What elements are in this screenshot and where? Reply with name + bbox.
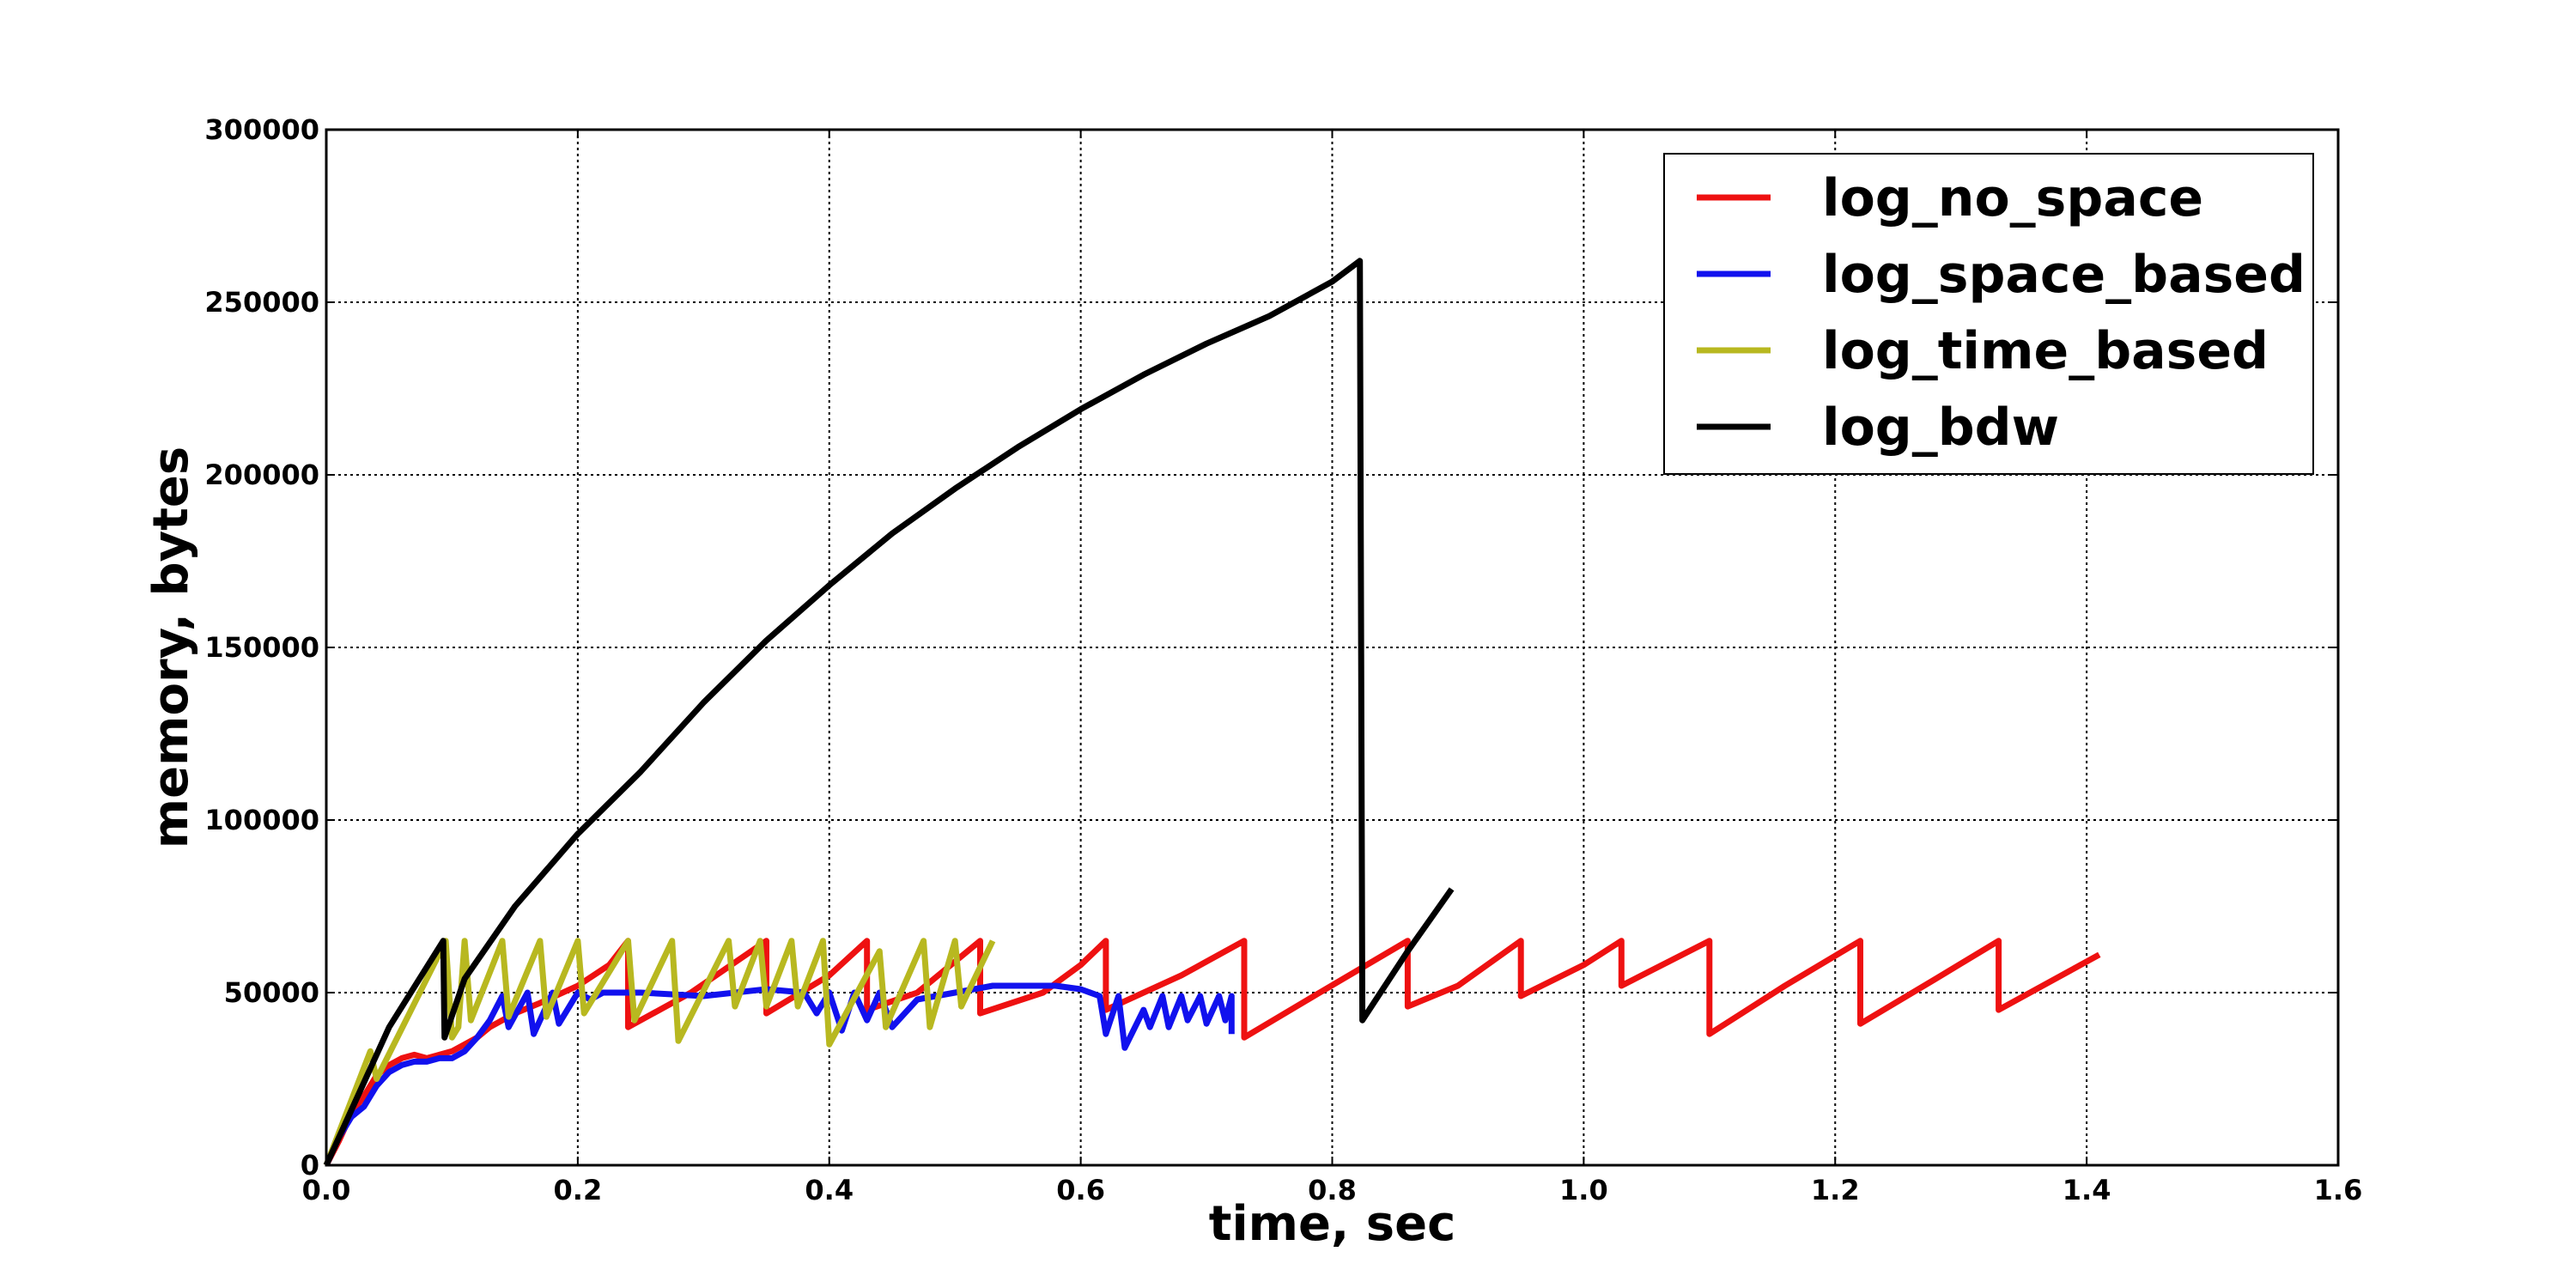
x-axis-title: time, sec: [1209, 1196, 1456, 1252]
x-tick-label: 0.8: [1308, 1174, 1357, 1206]
y-axis-title: memory, bytes: [143, 447, 199, 848]
y-tick-label: 200000: [204, 459, 319, 491]
x-tick-label: 1.4: [2063, 1174, 2111, 1206]
y-tick-label: 0: [301, 1149, 319, 1182]
y-tick-label: 250000: [204, 286, 319, 319]
legend: log_no_space log_space_based log_time_base…: [1663, 153, 2314, 475]
series-line-log-space-based: [323, 982, 1235, 1167]
x-tick-label: 0.6: [1056, 1174, 1105, 1206]
y-tick-label: 100000: [204, 804, 319, 836]
series-line-log-bdw: [323, 258, 1455, 1167]
series-line-log-time-based: [323, 938, 996, 1167]
x-tick-label: 1.6: [2314, 1174, 2363, 1206]
legend-box: [1663, 153, 2314, 475]
x-tick-label: 1.0: [1559, 1174, 1608, 1206]
series-lines: [323, 258, 2101, 1167]
y-tick-label: 150000: [204, 631, 319, 664]
legend-label: log_space_based: [1822, 245, 2306, 305]
y-tick-label: 50000: [224, 976, 319, 1009]
x-tick-label: 1.2: [1811, 1174, 1860, 1206]
axis-ticks: 0.0 0.2 0.4 0.6 0.8 1.0 1.2 1.4 1.6 0 50000 100000 1…: [204, 113, 2362, 1206]
x-tick-label: 0.4: [805, 1174, 854, 1206]
y-tick-label: 300000: [204, 113, 319, 146]
series-line-log-no-space: [323, 938, 2101, 1167]
legend-label: log_bdw: [1822, 398, 2059, 458]
legend-label: log_no_space: [1822, 168, 2203, 228]
x-tick-label: 0.2: [554, 1174, 603, 1206]
x-tick-label: 0.0: [302, 1174, 351, 1206]
legend-label: log_time_based: [1822, 321, 2269, 381]
